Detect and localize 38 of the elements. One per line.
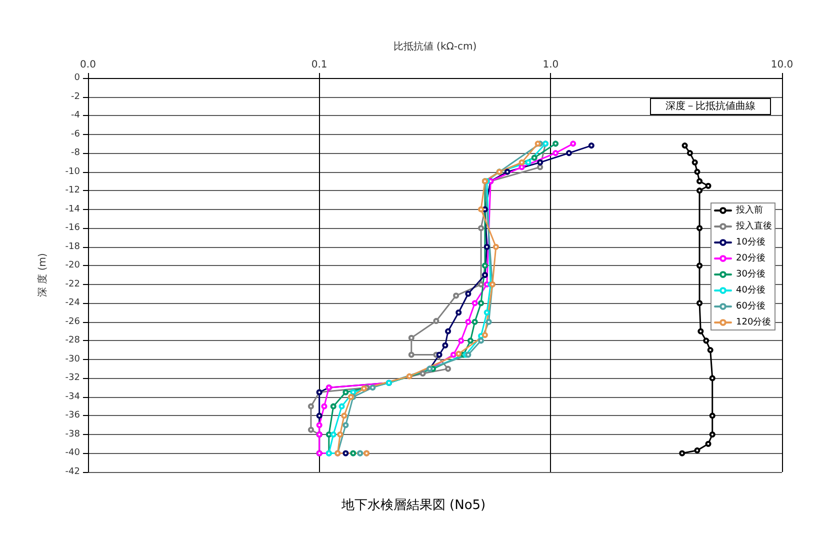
y-tick-label: -2 [71,92,80,102]
y-tick-label: -30 [65,354,80,364]
x-tick-label: 10.0 [770,60,794,70]
legend-label: 10分後 [736,236,766,248]
y-tick-label: -36 [65,410,80,421]
x-tick-label: 1.0 [542,60,559,70]
y-tick-label: -16 [65,223,80,234]
y-tick-label: -28 [65,336,80,346]
y-tick-label: -22 [65,279,80,290]
legend-label: 120分後 [736,316,772,328]
y-tick-label: -14 [65,204,80,214]
y-tick-label: -10 [65,166,80,177]
y-tick-label: -24 [65,298,80,308]
y-tick-label: -12 [65,186,80,196]
y-tick-label: -40 [65,448,80,458]
y-tick-label: -8 [71,148,80,158]
legend-label: 30分後 [736,268,766,280]
y-tick-label: -6 [71,129,80,140]
y-tick-label: -34 [65,392,80,402]
y-axis-title: 深 度 (m) [36,252,48,297]
y-tick-label: 0 [74,73,80,83]
y-tick-label: -20 [65,260,80,271]
text: 地下水検層結果図 (No5) [340,498,486,513]
y-tick-label: -4 [71,110,80,121]
y-tick-label: -26 [65,316,80,327]
y-tick-label: -32 [65,373,80,384]
y-tick-label: -18 [65,242,80,252]
legend-label: 投入前 [735,204,763,216]
legend-label: 60分後 [736,300,766,312]
x-tick-label: 0.1 [311,60,328,70]
annotation: 深度－比抵抗値曲線 [666,100,756,112]
x-axis-title: 比抵抗値 (kΩ-cm) [393,40,477,52]
x-tick-label: 0.0 [80,60,96,70]
y-tick-label: -42 [65,467,80,477]
y-tick-label: -38 [65,429,80,440]
legend-label: 40分後 [736,284,766,296]
legend-label: 投入直後 [735,220,772,232]
legend-label: 20分後 [736,252,766,264]
